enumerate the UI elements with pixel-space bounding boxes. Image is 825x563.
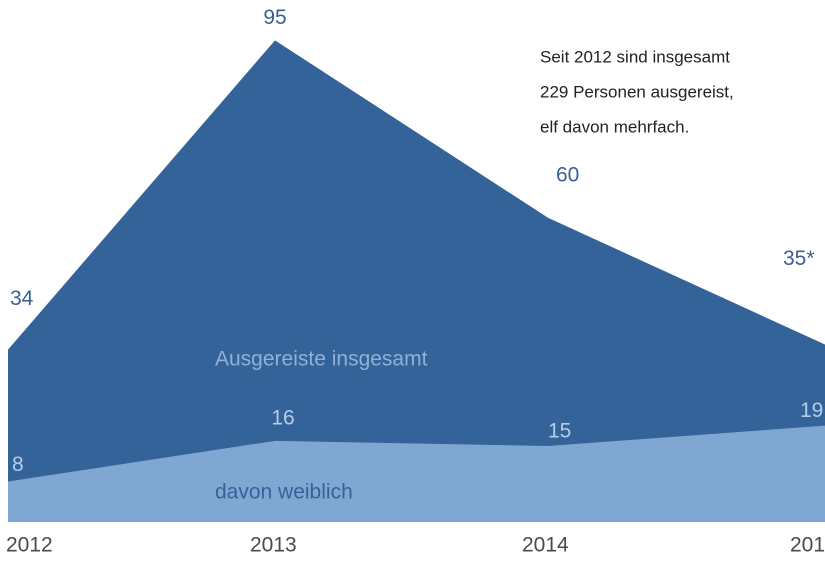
- area: [8, 40, 825, 522]
- value-label: 15: [548, 419, 571, 442]
- value-label: 95: [263, 6, 286, 29]
- annotation: Seit 2012 sind insgesamt: [540, 47, 730, 66]
- x-tick-label: 2012: [6, 534, 53, 557]
- annotation: 229 Personen ausgereist,: [540, 82, 734, 101]
- x-tick-label: 2015: [790, 534, 825, 557]
- value-label: 8: [12, 453, 24, 476]
- value-label: 60: [556, 163, 579, 186]
- annotation: elf davon mehrfach.: [540, 117, 689, 136]
- x-tick-label: 2014: [522, 534, 569, 557]
- series-label: davon weiblich: [215, 481, 353, 504]
- value-label: 35*: [783, 247, 815, 270]
- series-label: Ausgereiste insgesamt: [215, 348, 428, 371]
- area: [8, 425, 825, 522]
- value-label: 19: [800, 399, 823, 422]
- value-label: 16: [271, 406, 294, 429]
- value-label: 34: [10, 287, 34, 310]
- x-tick-label: 2013: [250, 534, 297, 557]
